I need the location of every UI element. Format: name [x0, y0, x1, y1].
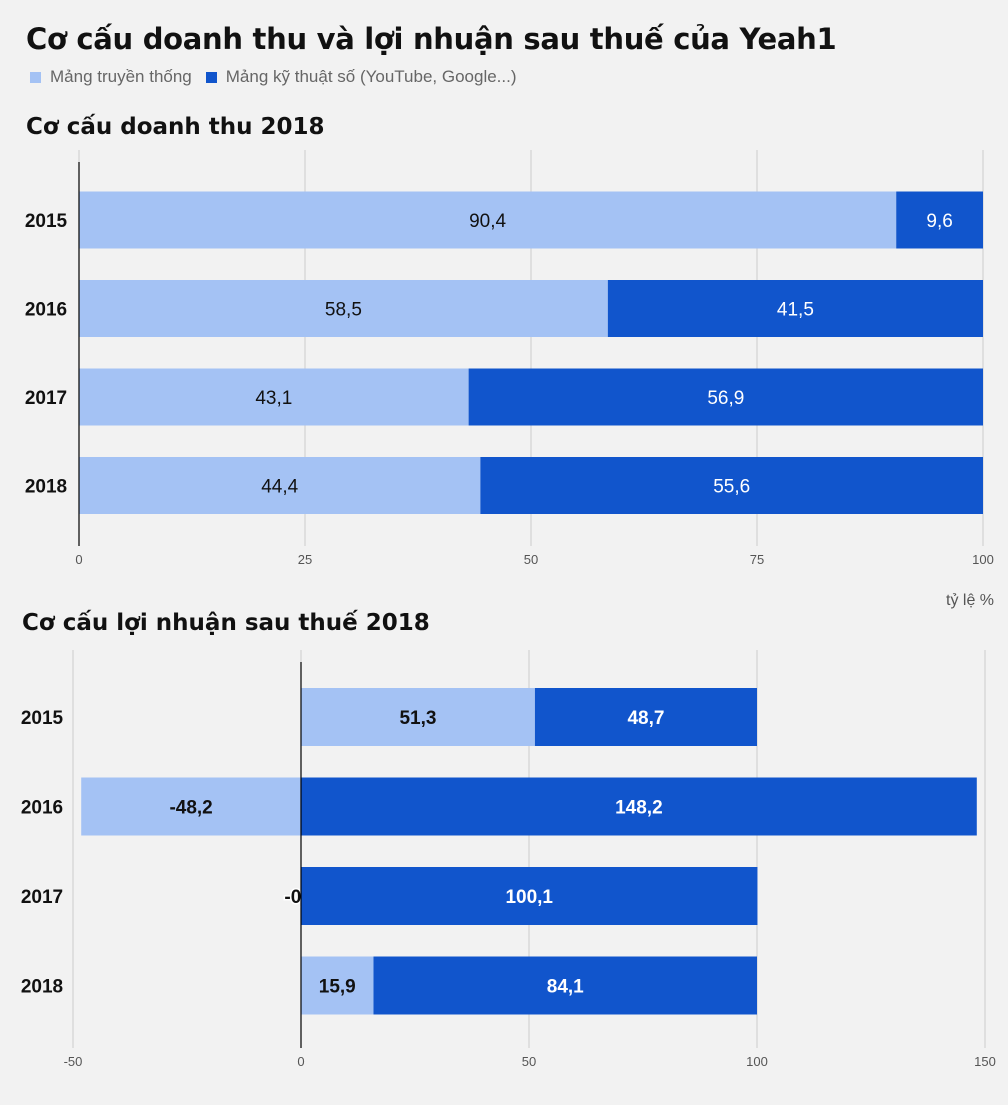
y-category-label: 2016	[25, 300, 67, 321]
bar-digital	[607, 280, 983, 337]
data-label-traditional: 90,4	[469, 211, 506, 232]
data-label-traditional: 44,4	[261, 477, 298, 498]
y-category-label: 2018	[25, 477, 67, 498]
x-tick-label: -50	[64, 1054, 83, 1069]
unit-label: tỷ lệ %	[946, 592, 995, 609]
data-label-traditional: 43,1	[255, 388, 292, 409]
data-label-digital: 84,1	[547, 977, 584, 998]
bar-digital	[480, 457, 983, 514]
bar-digital	[301, 777, 977, 836]
y-category-label: 2015	[25, 211, 68, 232]
legend-swatch-digital	[205, 71, 217, 83]
legend-label-digital: Mảng kỹ thuật số (YouTube, Google...)	[225, 67, 517, 86]
bar-digital	[301, 867, 758, 925]
legend-label-traditional: Mảng truyền thống	[50, 67, 192, 86]
bar-traditional	[81, 777, 301, 836]
bar-traditional	[79, 457, 481, 514]
data-label-traditional: 51,3	[399, 708, 436, 729]
bar-traditional	[301, 956, 374, 1015]
data-label-digital: 9,6	[926, 211, 952, 232]
x-tick-label: 100	[972, 552, 994, 567]
bar-traditional	[79, 368, 469, 426]
profit-chart-title: Cơ cấu lợi nhuận sau thuế 2018	[22, 610, 430, 636]
y-category-label: 2017	[21, 887, 63, 908]
data-label-digital: 41,5	[777, 300, 814, 321]
data-label-digital: 148,2	[615, 798, 663, 819]
y-category-label: 2016	[21, 798, 63, 819]
x-tick-label: 50	[524, 552, 538, 567]
data-label-digital: 100,1	[505, 887, 553, 908]
data-label-traditional: 58,5	[325, 300, 362, 321]
x-tick-label: 75	[750, 552, 764, 567]
x-tick-label: 50	[522, 1054, 536, 1069]
page-title: Cơ cấu doanh thu và lợi nhuận sau thuế c…	[26, 22, 837, 56]
x-tick-label: 25	[298, 552, 312, 567]
bar-digital	[373, 956, 757, 1015]
bar-digital	[468, 368, 983, 426]
bar-traditional	[79, 191, 897, 249]
x-tick-label: 100	[746, 1054, 768, 1069]
y-category-label: 2018	[21, 977, 63, 998]
revenue-chart-title: Cơ cấu doanh thu 2018	[26, 114, 325, 140]
bar-digital	[896, 191, 983, 249]
legend: Mảng truyền thống Mảng kỹ thuật số (YouT…	[30, 67, 531, 87]
revenue-chart: 0 25 50 75 100 2015 90,4 9,6 2016 58,5 41,5 2017 43,…	[25, 150, 994, 567]
data-label-digital: 55,6	[713, 477, 750, 498]
data-label-traditional: -48,2	[169, 798, 212, 819]
legend-swatch-traditional	[30, 71, 41, 83]
bar-digital	[534, 688, 757, 746]
bar-traditional	[79, 280, 608, 337]
legend-item-traditional: Mảng truyền thống	[30, 67, 192, 87]
legend-item-digital: Mảng kỹ thuật số (YouTube, Google...)	[205, 67, 517, 87]
data-label-traditional: 15,9	[319, 977, 356, 998]
bar-traditional	[301, 688, 535, 746]
data-label-digital: 48,7	[627, 708, 664, 729]
y-category-label: 2015	[21, 708, 64, 729]
x-tick-label: 150	[974, 1054, 996, 1069]
y-category-label: 2017	[25, 388, 67, 409]
data-label-digital: 56,9	[707, 388, 744, 409]
x-tick-label: 0	[297, 1054, 304, 1069]
profit-chart: -50 0 50 100 150 2015 51,3 48,7 2016 -48,2 148,2 20…	[21, 650, 996, 1069]
x-tick-label: 0	[75, 552, 82, 567]
